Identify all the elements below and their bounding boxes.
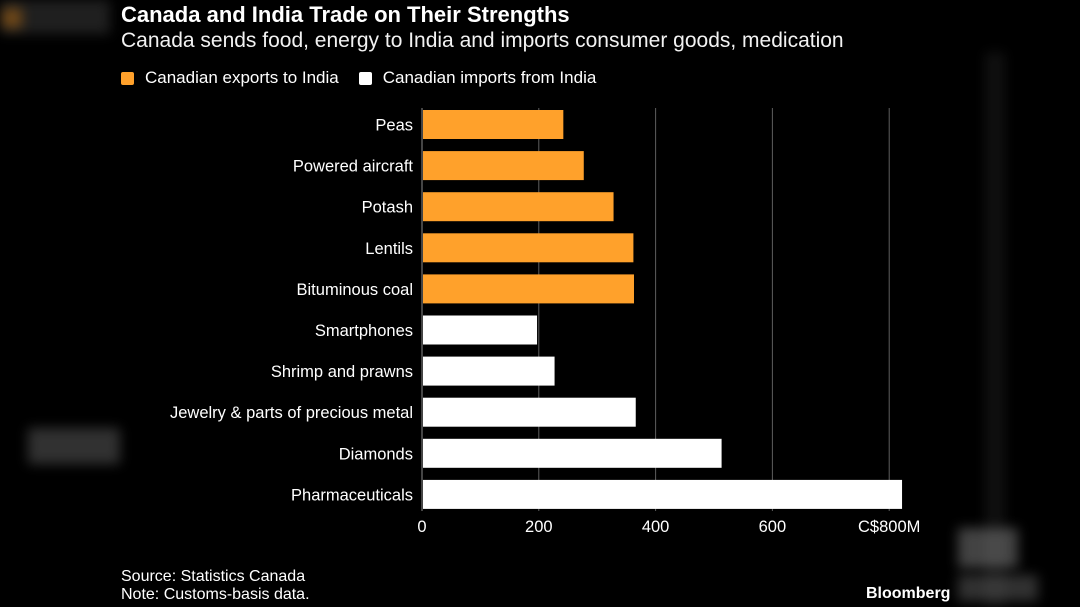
category-label: Pharmaceuticals [291,486,413,504]
bar [423,315,538,345]
legend-swatch-imports [358,71,372,85]
category-labels: Peas Powered aircraft Potash Lentils Bitumin… [170,117,413,505]
category-label: Shrimp and prawns [271,363,413,381]
x-tick-label: 200 [525,518,553,536]
bar [423,151,584,181]
x-tick-label: 400 [642,518,670,536]
bar [423,274,634,304]
bar [423,356,555,386]
x-tick-label: 600 [759,518,787,536]
bar [423,233,634,263]
background-artifact [958,528,1018,568]
bar [423,397,636,427]
legend: Canadian exports to India Canadian impor… [121,68,616,88]
legend-swatch-exports [121,71,134,85]
x-axis-ticks: 0 200 400 600 C$800M [417,518,920,536]
x-tick-label: 0 [417,518,426,536]
source-note: Source: Statistics Canada [121,568,306,585]
category-label: Jewelry & parts of precious metal [170,404,413,422]
background-artifact [985,52,1005,607]
legend-label-exports: Canadian exports to India [145,68,339,87]
category-label: Powered aircraft [293,158,414,176]
category-label: Diamonds [339,445,413,463]
bar [423,192,614,222]
legend-label-imports: Canadian imports from India [382,68,597,87]
category-label: Smartphones [315,322,413,340]
category-label: Lentils [365,240,413,258]
background-artifact [958,575,1038,601]
bar [423,438,722,468]
bar [423,479,903,509]
bloomberg-logo: Bloomberg [866,585,951,602]
background-artifact [2,8,22,28]
data-note: Note: Customs-basis data. [121,586,310,603]
footer: Source: Statistics Canada Note: Customs-… [121,568,310,604]
category-label: Potash [362,199,413,217]
bars [423,110,903,509]
bar [423,110,564,139]
chart-subtitle: Canada sends food, energy to India and i… [121,29,844,52]
legend-item-imports: Canadian imports from India [358,68,597,88]
x-tick-label: C$800M [858,518,920,536]
legend-item-exports: Canadian exports to India [121,68,339,88]
background-artifact [28,428,120,464]
category-label: Bituminous coal [297,281,413,299]
category-label: Peas [375,117,413,135]
chart-title: Canada and India Trade on Their Strength… [121,2,570,27]
